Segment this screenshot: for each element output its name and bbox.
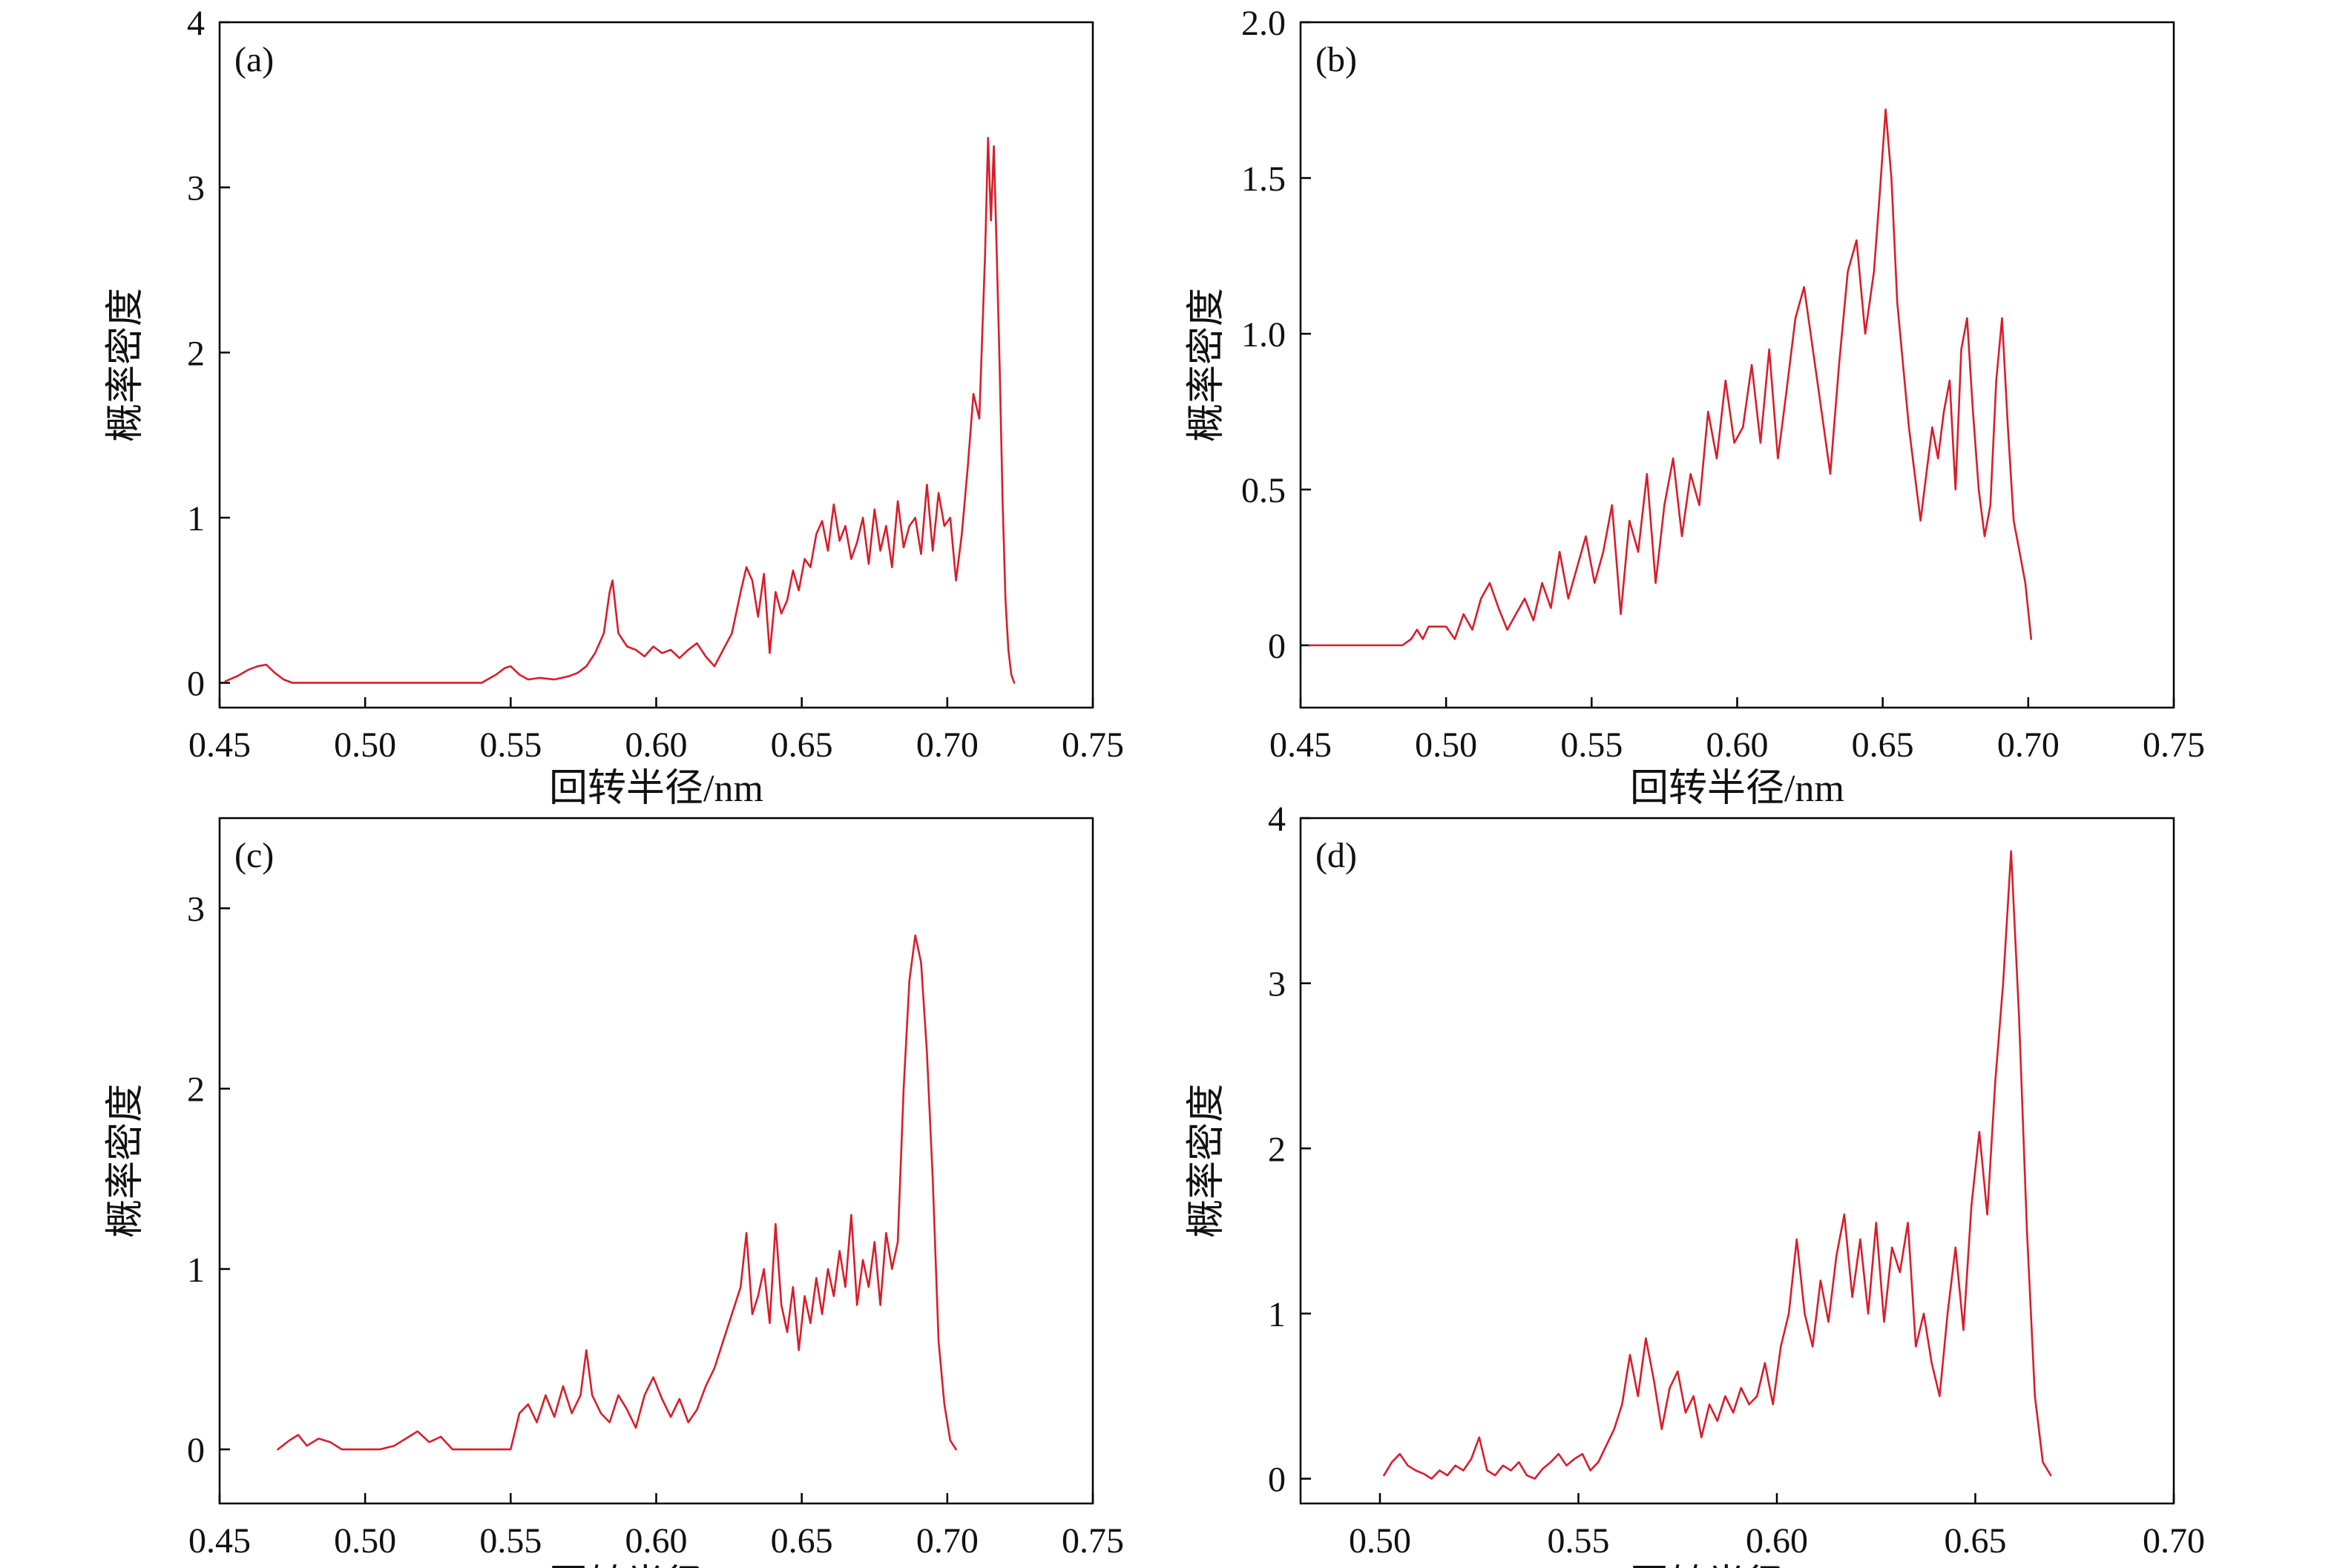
y-tick-label: 2	[187, 334, 205, 373]
series-line	[1308, 108, 2033, 647]
y-tick-label: 2	[1268, 1130, 1286, 1169]
x-tick-label: 0.45	[1269, 725, 1332, 765]
x-tick-label: 0.65	[1852, 725, 1914, 765]
x-tick-label: 0.55	[479, 725, 542, 765]
y-tick-label: 3	[1268, 965, 1286, 1004]
y-axis-label: 概率密度	[105, 288, 147, 442]
panel-label: (c)	[234, 836, 274, 875]
x-tick-label: 0.45	[188, 1521, 251, 1561]
x-axis-label: 回转半径/nm	[549, 768, 763, 810]
y-tick-label: 1.5	[1241, 159, 1286, 199]
x-tick-label: 0.70	[2143, 1521, 2205, 1561]
series-line	[277, 934, 957, 1451]
x-tick-label: 0.65	[771, 1521, 833, 1561]
x-tick-label: 0.70	[916, 725, 979, 765]
y-tick-label: 3	[187, 169, 205, 208]
x-tick-label: 0.55	[1560, 725, 1623, 765]
x-tick-label: 0.75	[1062, 725, 1124, 765]
x-axis-label: 回转半径/nm	[1630, 1564, 1844, 1568]
y-axis-label: 概率密度	[1186, 288, 1228, 442]
series-line	[224, 136, 1016, 684]
x-tick-label: 0.55	[1548, 1521, 1610, 1561]
x-tick-label: 0.65	[1945, 1521, 2007, 1561]
panel-b: 0.45 0.50 0.55 0.60 0.65 0.70 0.75 0 0.5 1.0 1.5 2.…	[1186, 4, 2205, 810]
x-tick-label: 0.60	[625, 725, 688, 765]
x-tick-label: 0.50	[1349, 1521, 1411, 1561]
y-tick-label: 4	[1268, 800, 1286, 839]
x-tick-label: 0.50	[334, 1521, 396, 1561]
panel-label: (d)	[1315, 836, 1357, 875]
x-tick-label: 0.65	[771, 725, 833, 765]
y-tick-label: 1.0	[1241, 315, 1286, 355]
y-tick-label: 2.0	[1241, 4, 1286, 43]
y-tick-label: 1	[187, 499, 205, 538]
y-axis-label: 概率密度	[1186, 1084, 1228, 1238]
panel-d: 0.50 0.55 0.60 0.65 0.70 0 1 2 3 4 回转半径/nm 概率密度 (d)	[1186, 800, 2205, 1568]
plot-frame	[1299, 817, 2175, 1505]
plot-frame	[218, 21, 1094, 709]
y-tick-label: 3	[187, 890, 205, 929]
x-axis-label: 回转半径/nm	[549, 1564, 763, 1568]
x-tick-label: 0.75	[2143, 725, 2205, 765]
plot-frame	[1299, 21, 2175, 709]
x-tick-label: 0.50	[1415, 725, 1477, 765]
y-tick-label: 0.5	[1241, 471, 1286, 510]
series-line	[1383, 850, 2052, 1480]
panel-label: (b)	[1315, 40, 1357, 79]
x-tick-label: 0.70	[1997, 725, 2060, 765]
x-tick-label: 0.55	[479, 1521, 542, 1561]
x-tick-label: 0.70	[916, 1521, 979, 1561]
plot-frame	[218, 817, 1094, 1505]
y-tick-label: 0	[187, 665, 205, 704]
x-tick-label: 0.60	[1746, 1521, 1808, 1561]
y-axis-label: 概率密度	[105, 1084, 147, 1238]
y-tick-label: 0	[187, 1431, 205, 1470]
y-tick-label: 1	[1268, 1295, 1286, 1334]
x-tick-label: 0.60	[625, 1521, 688, 1561]
panel-a: 0.45 0.50 0.55 0.60 0.65 0.70 0.75 0 1 2 3 4 回转半径/nm…	[105, 4, 1124, 810]
x-tick-label: 0.50	[334, 725, 396, 765]
y-tick-label: 2	[187, 1070, 205, 1110]
y-tick-label: 0	[1268, 627, 1286, 666]
x-axis-label: 回转半径/nm	[1630, 768, 1844, 810]
panel-c: 0.45 0.50 0.55 0.60 0.65 0.70 0.75 0 1 2 3 回转半径/nm 概…	[105, 817, 1124, 1568]
x-tick-label: 0.45	[188, 725, 251, 765]
x-tick-label: 0.75	[1062, 1521, 1124, 1561]
y-tick-label: 1	[187, 1251, 205, 1290]
x-tick-label: 0.60	[1706, 725, 1769, 765]
y-tick-label: 0	[1268, 1460, 1286, 1500]
panel-label: (a)	[234, 40, 274, 79]
y-tick-label: 4	[187, 4, 205, 43]
